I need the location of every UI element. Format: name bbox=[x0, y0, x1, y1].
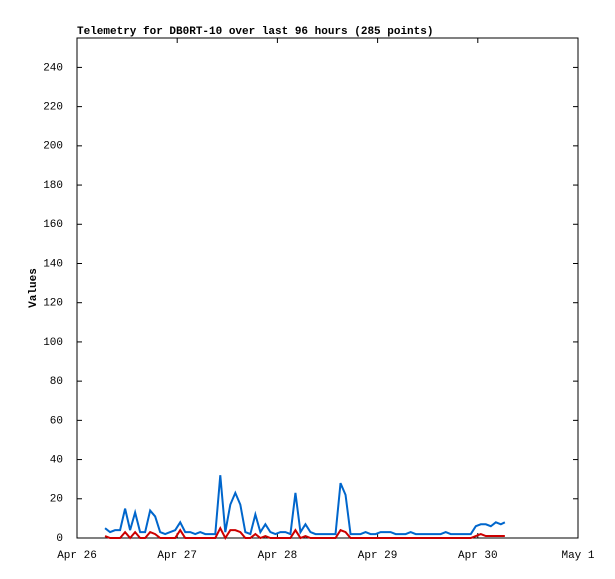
chart-title: Telemetry for DB0RT-10 over last 96 hour… bbox=[77, 26, 433, 38]
y-tick-label: 0 bbox=[56, 533, 63, 545]
y-tick-label: 120 bbox=[43, 298, 63, 310]
y-tick-label: 180 bbox=[43, 180, 63, 192]
x-tick-label: Apr 29 bbox=[358, 550, 398, 562]
x-tick-label: Apr 28 bbox=[258, 550, 298, 562]
y-tick-label: 140 bbox=[43, 258, 63, 270]
series-line bbox=[104, 525, 505, 541]
x-tick-label: Apr 30 bbox=[458, 550, 498, 562]
y-tick-label: 20 bbox=[50, 494, 63, 506]
y-tick-label: 220 bbox=[43, 102, 63, 114]
y-tick-label: 100 bbox=[43, 337, 63, 349]
series-line bbox=[104, 475, 506, 536]
y-tick-label: 200 bbox=[43, 141, 63, 153]
x-tick-label: Apr 26 bbox=[57, 550, 97, 562]
y-tick-label: 80 bbox=[50, 376, 63, 388]
y-tick-label: 160 bbox=[43, 219, 63, 231]
y-axis-label: Values bbox=[28, 268, 40, 308]
y-tick-label: 60 bbox=[50, 415, 63, 427]
y-tick-label: 40 bbox=[50, 454, 63, 466]
x-tick-label: Apr 27 bbox=[157, 550, 197, 562]
x-tick-label: May 1 bbox=[561, 550, 594, 562]
plot-frame bbox=[76, 37, 579, 539]
y-tick-label: 240 bbox=[43, 62, 63, 74]
